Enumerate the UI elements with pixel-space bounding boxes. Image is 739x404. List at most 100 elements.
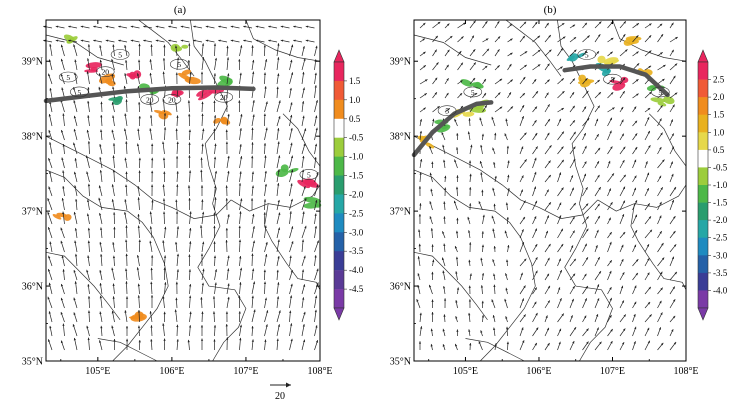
lon-tick-label: 105°E: [453, 366, 478, 377]
wind-arrow-head: [111, 267, 114, 271]
wind-arrow-head: [301, 269, 305, 272]
wind-arrow-head: [505, 118, 508, 122]
wind-arrow-head: [610, 146, 613, 149]
wind-arrow-head: [572, 120, 575, 123]
wind-arrow-head: [291, 226, 294, 229]
wind-arrow-head: [278, 116, 281, 119]
colorbar-tick-label: -4.0: [349, 265, 364, 275]
wind-arrow-head: [430, 228, 433, 231]
wind-arrow-head: [138, 239, 141, 242]
wind-arrow-head: [48, 114, 51, 117]
wind-arrow-head: [548, 160, 551, 164]
wind-arrow-head: [193, 25, 196, 28]
wind-arrow-head: [522, 93, 525, 96]
colorbar-segment: [698, 255, 708, 274]
wind-arrow-head: [459, 51, 462, 54]
wind-arrow-head: [423, 107, 426, 110]
wind-arrow-head: [658, 327, 661, 330]
wind-arrow-head: [162, 240, 165, 243]
wind-arrow-head: [99, 295, 102, 299]
wind-arrow-head: [633, 314, 636, 317]
wind-arrow-head: [277, 169, 280, 172]
panel-a-wind-vectors: [43, 25, 319, 351]
wind-arrow-head: [251, 45, 254, 48]
wind-arrow-head: [87, 199, 90, 202]
wind-arrow-head: [73, 297, 76, 301]
wind-arrow-head: [432, 118, 435, 122]
wind-arrow-head: [480, 257, 483, 261]
wind-arrow-head: [138, 43, 141, 47]
wind-arrow-head: [291, 241, 294, 244]
wind-arrow-head: [125, 296, 129, 299]
wind-arrow-head: [460, 62, 463, 66]
wind-arrow-head: [621, 244, 624, 248]
wind-arrow-head: [621, 300, 624, 303]
wind-arrow-head: [585, 78, 588, 81]
wind-arrow-head: [510, 106, 513, 109]
province-boundary: [564, 203, 613, 362]
wind-arrow-head: [188, 142, 191, 145]
wind-arrow-head: [278, 310, 281, 313]
wind-arrow-head: [112, 155, 115, 158]
wind-arrow-head: [621, 285, 624, 289]
wind-arrow-head: [225, 311, 229, 314]
wind-arrow-head: [660, 105, 663, 108]
wind-arrow-head: [277, 43, 280, 46]
panel-a-title: (a): [174, 4, 187, 16]
colorbar-tick-label: 1.5: [713, 110, 725, 120]
wind-arrow-head: [250, 198, 254, 201]
wind-arrow-head: [188, 198, 191, 201]
wind-arrow-head: [647, 258, 650, 261]
wind-arrow-head: [633, 187, 636, 191]
wind-arrow-head: [277, 199, 280, 203]
wind-arrow-head: [225, 129, 228, 132]
wind-arrow-head: [586, 328, 589, 332]
wind-arrow-head: [202, 128, 205, 131]
wind-arrow-head: [202, 241, 205, 245]
wind-arrow-head: [168, 39, 171, 42]
colorbar-tick-label: -2.0: [349, 190, 364, 200]
wind-arrow-head: [214, 197, 217, 200]
wind-arrow-head: [290, 270, 293, 273]
wind-arrow-head: [87, 310, 91, 313]
wind-arrow-head: [534, 157, 537, 161]
wind-arrow-head: [497, 21, 500, 24]
reference-arrow-head: [286, 382, 291, 388]
wind-arrow-head: [533, 186, 536, 190]
wind-arrow-head: [549, 49, 552, 52]
colorbar-segment: [698, 167, 708, 186]
wind-arrow-head: [163, 44, 166, 48]
wind-arrow-head: [671, 329, 674, 332]
contour-label: 5: [118, 51, 122, 60]
wind-arrow-head: [634, 230, 638, 233]
wind-arrow-head: [510, 79, 513, 82]
wind-arrow-head: [100, 101, 103, 105]
wind-arrow-head: [277, 324, 281, 327]
wind-arrow-head: [124, 73, 127, 76]
wind-arrow-head: [265, 101, 268, 104]
wind-arrow-head: [610, 92, 614, 95]
wind-arrow-head: [290, 59, 293, 63]
wind-arrow-head: [422, 22, 426, 26]
contour-ring: [140, 94, 159, 105]
wind-arrow-head: [610, 329, 613, 332]
wind-arrow-head: [562, 91, 565, 94]
colorbar-tick-label: -1.0: [349, 152, 364, 162]
wind-arrow-head: [111, 58, 114, 62]
province-boundary: [612, 19, 687, 62]
wind-arrow-head: [72, 324, 75, 327]
wind-arrow-head: [483, 79, 486, 82]
wind-arrow-head: [62, 211, 65, 215]
wind-arrow-head: [162, 71, 165, 74]
wind-arrow-head: [252, 59, 255, 63]
wind-arrow-head: [646, 188, 649, 191]
colorbar-tick-label: -2.0: [713, 215, 728, 225]
wind-arrow-head: [470, 144, 473, 148]
wind-arrow-head: [559, 298, 562, 301]
contour-ring: [437, 105, 457, 116]
wind-arrow-head: [314, 255, 317, 258]
wind-arrow-head: [47, 198, 50, 201]
wind-arrow-head: [479, 117, 482, 121]
wind-arrow-head: [112, 143, 116, 146]
wind-arrow-head: [201, 282, 204, 286]
